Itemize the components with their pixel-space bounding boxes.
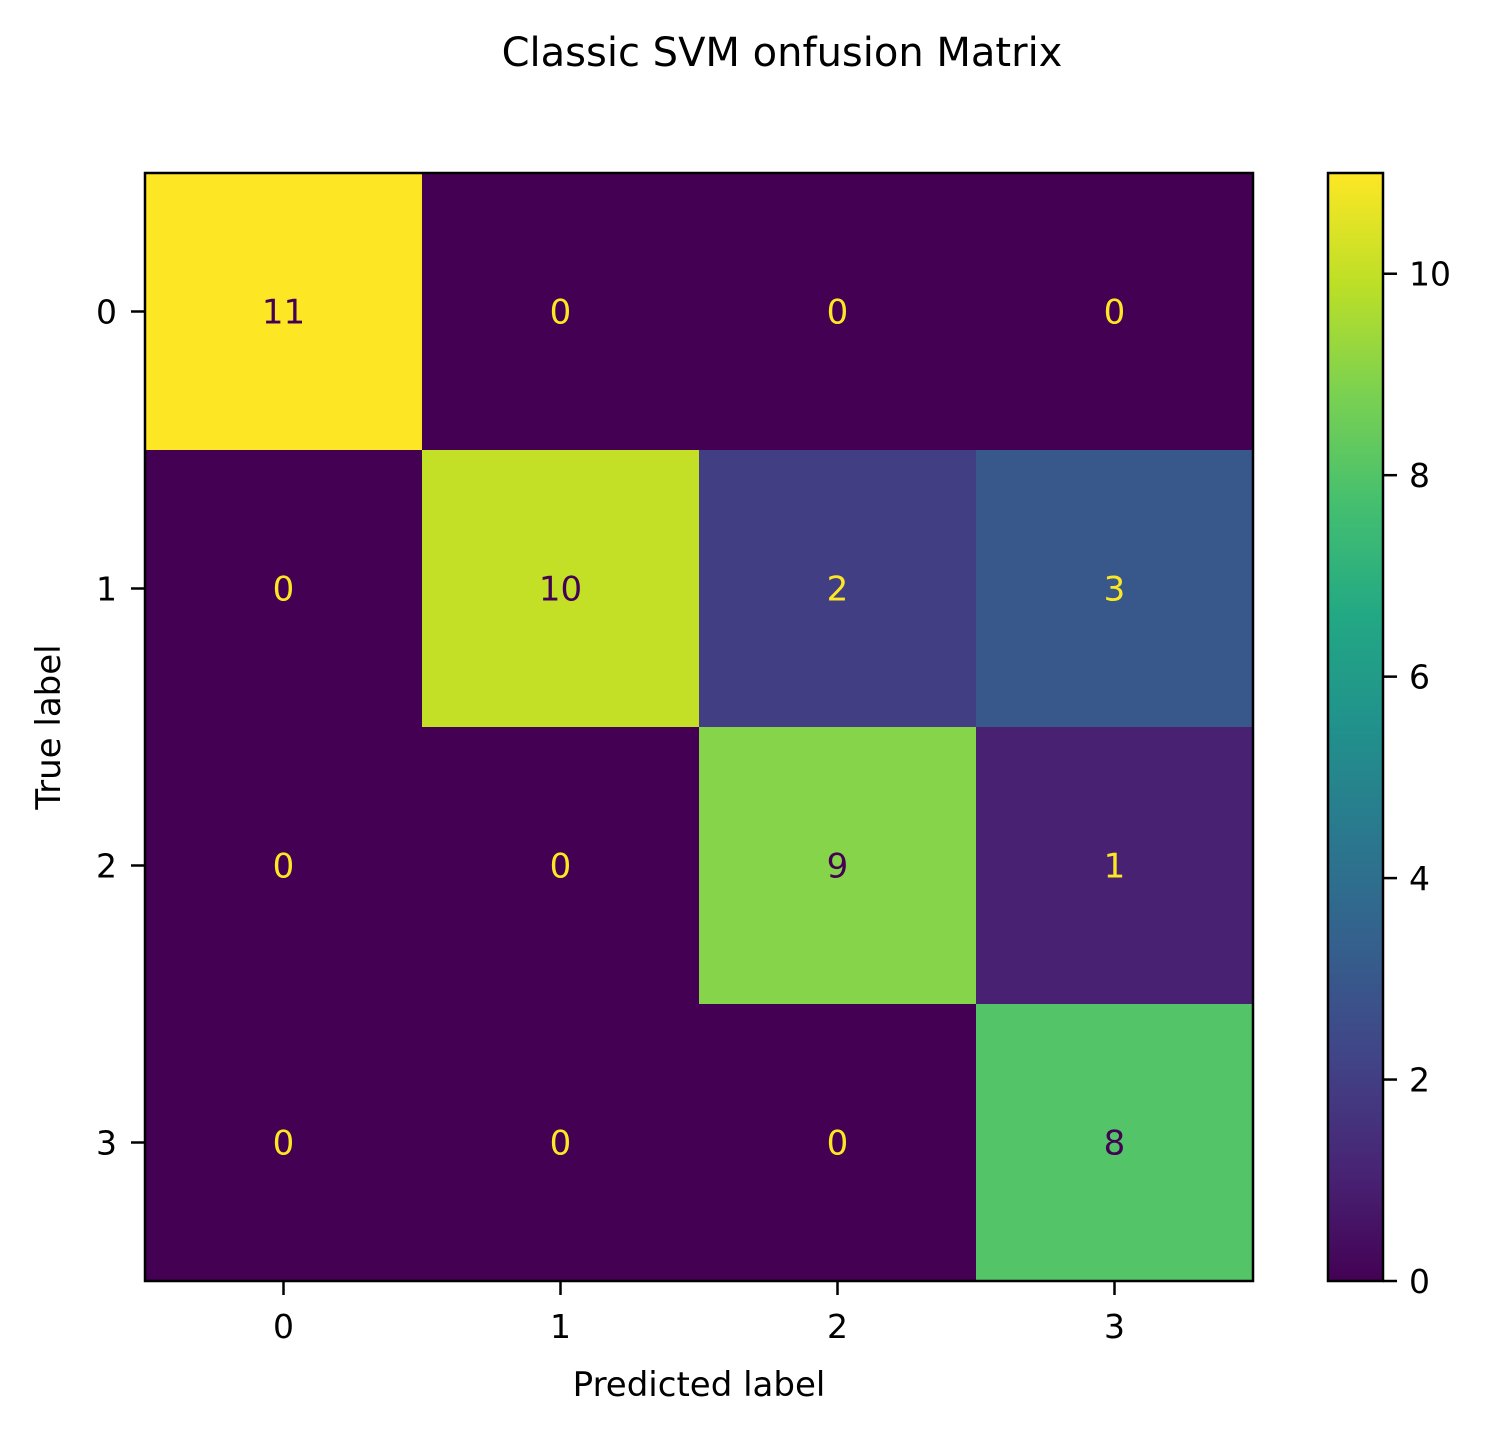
heatmap-cell <box>422 173 700 451</box>
heatmap-cell <box>145 1004 423 1282</box>
heatmap-cell <box>145 727 423 1005</box>
cell-value-labels: 11 0 0 00 10 2 30 0 9 10 0 0 8 <box>262 293 1125 1164</box>
y-tick-label: 2 <box>96 847 117 886</box>
cell-value-label: 0 <box>273 570 295 610</box>
y-tick-label: 1 <box>96 570 117 609</box>
cell-value-label: 0 <box>273 847 295 887</box>
y-tick-label: 3 <box>96 1124 117 1163</box>
colorbar-tick-label: 4 <box>1409 859 1430 898</box>
x-tick-label: 1 <box>550 1307 571 1346</box>
heatmap-cell <box>976 727 1254 1005</box>
cell-value-label: 8 <box>1104 1124 1126 1164</box>
cell-value-label: 0 <box>550 1124 572 1164</box>
heatmap-cell <box>699 727 977 1005</box>
heatmap-cells <box>145 173 1254 1282</box>
heatmap-cell <box>699 173 977 451</box>
cell-value-label: 9 <box>827 847 849 887</box>
colorbar-tick-label: 6 <box>1409 658 1430 697</box>
cell-value-label: 0 <box>827 1124 849 1164</box>
y-axis-label: True label <box>29 644 69 810</box>
cell-value-label: 0 <box>827 293 849 333</box>
heatmap-cell <box>422 450 700 728</box>
heatmap-cell <box>699 450 977 728</box>
x-tick-label: 3 <box>1104 1307 1125 1346</box>
heatmap-cell <box>699 1004 977 1282</box>
colorbar-tick-label: 10 <box>1409 255 1451 294</box>
cell-value-label: 0 <box>273 1124 295 1164</box>
x-axis-label: Predicted label <box>573 1365 826 1405</box>
heatmap-cell <box>145 450 423 728</box>
x-tick-label: 2 <box>827 1307 848 1346</box>
y-tick-label: 0 <box>96 293 117 332</box>
cell-value-label: 0 <box>550 293 572 333</box>
heatmap-cell <box>145 173 423 451</box>
colorbar-tick-label: 0 <box>1409 1262 1430 1301</box>
cell-value-label: 1 <box>1104 847 1126 887</box>
cell-value-label: 11 <box>262 293 305 333</box>
cell-value-label: 2 <box>827 570 849 610</box>
heatmap-cell <box>422 727 700 1005</box>
cell-value-label: 0 <box>1104 293 1126 333</box>
colorbar <box>1326 171 1385 1283</box>
plot-frame <box>143 171 1255 1283</box>
heatmap-cell <box>976 1004 1254 1282</box>
y-axis-ticks: 0 1 2 3 <box>96 293 145 1163</box>
heatmap-cell <box>976 173 1254 451</box>
heatmap-cell <box>422 1004 700 1282</box>
x-axis-ticks: 0 1 2 3 <box>273 1281 1125 1346</box>
colorbar-ticks: 0 2 4 6 8 10 <box>1383 255 1451 1301</box>
cell-value-label: 10 <box>539 570 582 610</box>
colorbar-tick-label: 8 <box>1409 456 1430 495</box>
x-tick-label: 0 <box>273 1307 294 1346</box>
colorbar-tick-label: 2 <box>1409 1061 1430 1100</box>
heatmap-cell <box>976 450 1254 728</box>
cell-value-label: 3 <box>1104 570 1126 610</box>
chart-title: Classic SVM onfusion Matrix <box>502 30 1063 76</box>
cell-value-label: 0 <box>550 847 572 887</box>
